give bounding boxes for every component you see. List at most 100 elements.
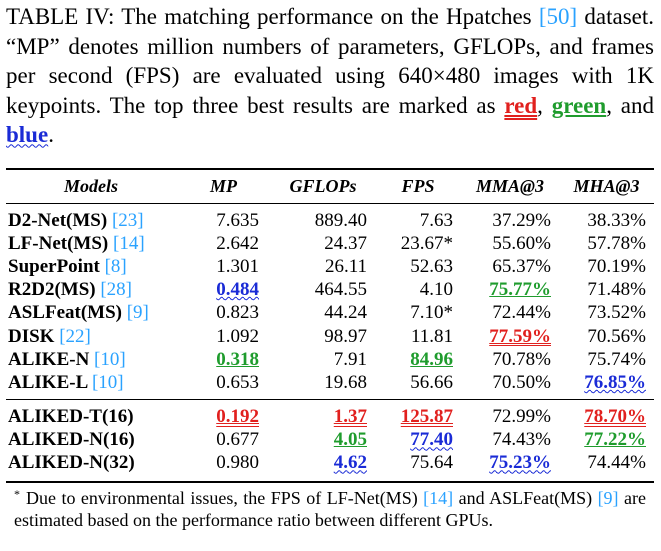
model-name: R2D2(MS) bbox=[8, 279, 101, 301]
model-citation[interactable]: [8] bbox=[104, 255, 127, 277]
header-models: Models bbox=[6, 168, 176, 204]
mp-value: 0.484 bbox=[216, 279, 259, 301]
gflops-value: 44.24 bbox=[324, 302, 367, 324]
model-citation[interactable]: [28] bbox=[100, 279, 133, 301]
fps-cell: 125.87 bbox=[375, 398, 461, 429]
legend-red-label: red bbox=[504, 92, 538, 118]
mma-cell: 75.77% bbox=[461, 279, 559, 302]
fps-value: 4.10 bbox=[419, 279, 453, 301]
proposed-methods-group: ALIKED-T(16) 0.192 1.37 125.87 72.99% 78.70% A… bbox=[6, 398, 654, 484]
mha-cell: 75.74% bbox=[559, 348, 654, 371]
table-row: D2-Net(MS) [23] 7.635 889.40 7.63 37.29% 38.3… bbox=[6, 204, 654, 233]
gflops-cell: 19.68 bbox=[271, 371, 375, 399]
mp-value: 1.301 bbox=[216, 255, 259, 277]
mma-value: 72.44% bbox=[492, 302, 551, 324]
mma-value: 55.60% bbox=[492, 232, 551, 254]
gflops-cell: 464.55 bbox=[271, 279, 375, 302]
mp-value: 0.677 bbox=[216, 429, 259, 451]
fps-cell: 56.66 bbox=[375, 371, 461, 399]
mp-cell: 0.823 bbox=[176, 302, 271, 325]
gflops-value: 4.05 bbox=[333, 429, 367, 451]
mp-cell: 0.653 bbox=[176, 371, 271, 399]
model-name: ALIKE-L bbox=[8, 371, 92, 393]
model-name: DISK bbox=[8, 325, 60, 347]
mha-value: 38.33% bbox=[587, 209, 646, 231]
mha-cell: 76.85% bbox=[559, 371, 654, 399]
mma-cell: 74.43% bbox=[461, 429, 559, 452]
fps-value: 23.67* bbox=[400, 232, 453, 254]
mma-value: 70.50% bbox=[492, 371, 551, 393]
legend-green-label: green bbox=[551, 92, 607, 118]
mha-value: 70.19% bbox=[587, 255, 646, 277]
gflops-value: 1.37 bbox=[333, 406, 367, 428]
mha-cell: 57.78% bbox=[559, 232, 654, 255]
gflops-cell: 7.91 bbox=[271, 348, 375, 371]
footnote-text-1: Due to environmental issues, the FPS of … bbox=[26, 488, 424, 508]
table-row: LF-Net(MS) [14] 2.642 24.37 23.67* 55.60% 57.… bbox=[6, 232, 654, 255]
gflops-cell: 4.05 bbox=[271, 429, 375, 452]
table-caption: TABLE IV: The matching performance on th… bbox=[6, 2, 654, 150]
gflops-value: 7.91 bbox=[333, 348, 367, 370]
footnote-citation-2[interactable]: [9] bbox=[597, 488, 619, 508]
gflops-value: 24.37 bbox=[324, 232, 367, 254]
mma-cell: 70.50% bbox=[461, 371, 559, 399]
table-row: ALIKED-N(32) 0.980 4.62 75.64 75.23% 74.44% bbox=[6, 451, 654, 484]
mp-cell: 0.192 bbox=[176, 398, 271, 429]
header-mp: MP bbox=[176, 168, 271, 204]
header-fps: FPS bbox=[375, 168, 461, 204]
mp-value: 1.092 bbox=[216, 325, 259, 347]
caption-citation[interactable]: [50] bbox=[538, 4, 578, 29]
mp-value: 0.653 bbox=[216, 371, 259, 393]
model-citation[interactable]: [14] bbox=[113, 232, 145, 254]
gflops-cell: 98.97 bbox=[271, 325, 375, 348]
gflops-cell: 4.62 bbox=[271, 451, 375, 484]
mha-cell: 77.22% bbox=[559, 429, 654, 452]
gflops-value: 19.68 bbox=[324, 371, 367, 393]
model-citation[interactable]: [10] bbox=[94, 348, 126, 370]
table-footnote: * Due to environmental issues, the FPS of… bbox=[14, 484, 646, 531]
mha-cell: 38.33% bbox=[559, 204, 654, 233]
mha-value: 75.74% bbox=[587, 348, 646, 370]
table-row: ALIKE-N [10] 0.318 7.91 84.96 70.78% 75.74% bbox=[6, 348, 654, 371]
model-name: SuperPoint bbox=[8, 255, 105, 277]
table-row: DISK [22] 1.092 98.97 11.81 77.59% 70.56% bbox=[6, 325, 654, 348]
mma-cell: 72.44% bbox=[461, 302, 559, 325]
fps-cell: 7.10* bbox=[375, 302, 461, 325]
gflops-cell: 1.37 bbox=[271, 398, 375, 429]
gflops-cell: 26.11 bbox=[271, 255, 375, 278]
model-citation[interactable]: [10] bbox=[91, 371, 124, 393]
model-name-cell: SuperPoint [8] bbox=[6, 255, 176, 278]
model-citation[interactable]: [9] bbox=[126, 302, 149, 324]
model-name-cell: DISK [22] bbox=[6, 325, 176, 348]
mha-cell: 70.56% bbox=[559, 325, 654, 348]
mma-cell: 65.37% bbox=[461, 255, 559, 278]
mha-value: 76.85% bbox=[584, 371, 646, 393]
model-citation[interactable]: [23] bbox=[111, 209, 144, 231]
model-name: ALIKED-N(32) bbox=[8, 452, 135, 474]
mp-cell: 0.318 bbox=[176, 348, 271, 371]
fps-cell: 75.64 bbox=[375, 451, 461, 484]
model-citation[interactable]: [22] bbox=[59, 325, 91, 347]
footnote-text-3: are estimated based on the performance r… bbox=[14, 488, 646, 530]
footnote-text-2: and ASLFeat(MS) bbox=[453, 488, 598, 508]
gflops-value: 98.97 bbox=[324, 325, 367, 347]
model-name-cell: ALIKE-L [10] bbox=[6, 371, 176, 399]
gflops-cell: 889.40 bbox=[271, 204, 375, 233]
mp-cell: 0.980 bbox=[176, 451, 271, 484]
mma-value: 72.99% bbox=[492, 406, 551, 428]
mha-value: 73.52% bbox=[587, 302, 646, 324]
footnote-citation-1[interactable]: [14] bbox=[423, 488, 454, 508]
mma-cell: 55.60% bbox=[461, 232, 559, 255]
fps-cell: 52.63 bbox=[375, 255, 461, 278]
mha-cell: 78.70% bbox=[559, 398, 654, 429]
footnote-marker: * bbox=[14, 487, 20, 501]
baseline-methods-group: D2-Net(MS) [23] 7.635 889.40 7.63 37.29% 38.3… bbox=[6, 204, 654, 400]
mma-value: 37.29% bbox=[492, 209, 551, 231]
mp-value: 2.642 bbox=[216, 232, 259, 254]
fps-value: 7.10* bbox=[410, 302, 453, 324]
fps-value: 84.96 bbox=[410, 348, 453, 370]
mha-cell: 73.52% bbox=[559, 302, 654, 325]
mp-cell: 1.301 bbox=[176, 255, 271, 278]
caption-text-2: dataset. “MP” denotes million numbers of… bbox=[6, 4, 655, 118]
mp-value: 0.192 bbox=[216, 406, 259, 428]
